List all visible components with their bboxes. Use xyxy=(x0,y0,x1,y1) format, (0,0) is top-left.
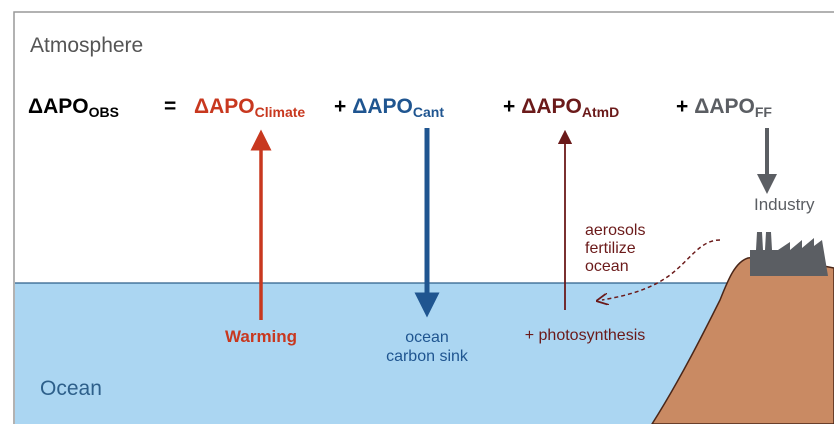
term-climate: ΔAPOClimate xyxy=(194,95,305,120)
ocean-label: Ocean xyxy=(40,377,102,400)
term-atmd: + ΔAPOAtmD xyxy=(503,95,619,120)
aerosols-label: aerosols fertilize ocean xyxy=(585,222,645,275)
aerosol-arrow xyxy=(602,239,721,300)
sink-label: ocean carbon sink xyxy=(386,329,469,365)
industry-label: Industry xyxy=(754,195,815,214)
equals: = xyxy=(164,95,176,118)
term-ff: + ΔAPOFF xyxy=(676,95,772,120)
term-cant: + ΔAPOCant xyxy=(334,95,444,120)
equation-lhs: ΔAPOOBS xyxy=(28,95,119,120)
photosynthesis-label: + photosynthesis xyxy=(525,327,646,344)
warming-label: Warming xyxy=(225,327,297,346)
atmosphere-label: Atmosphere xyxy=(30,34,143,57)
factory xyxy=(750,232,828,276)
